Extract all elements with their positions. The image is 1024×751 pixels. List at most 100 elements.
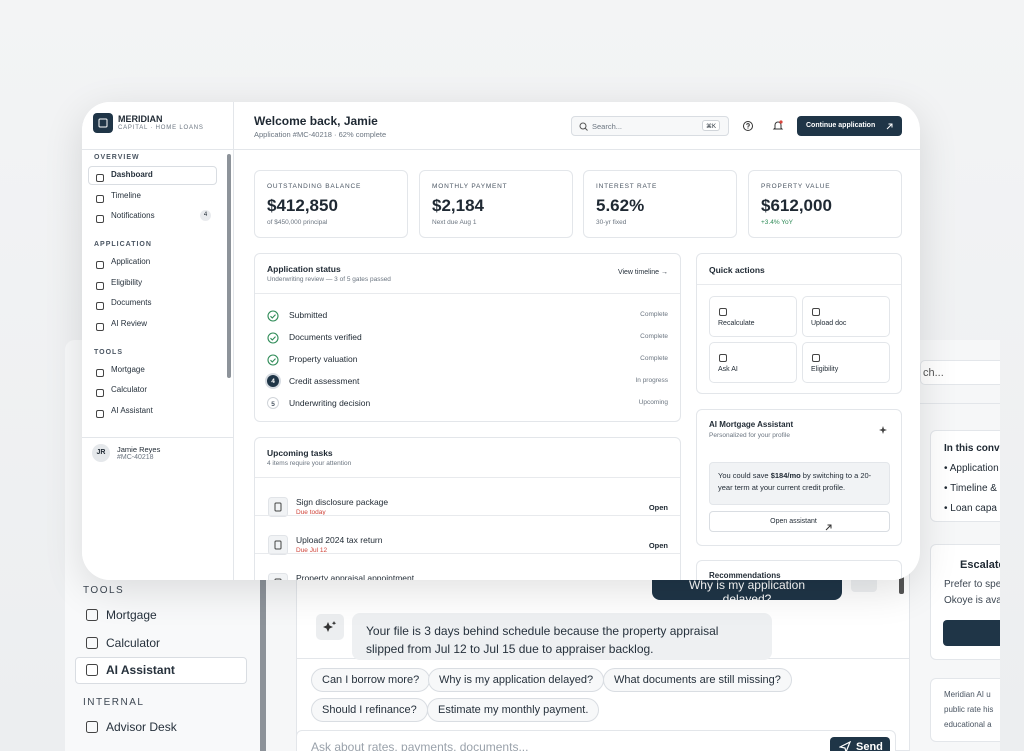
task-due: Due Jul 12 <box>296 547 328 554</box>
nav-item[interactable]: Mortgage <box>111 364 145 374</box>
scrollbar <box>899 576 904 594</box>
task-icon <box>268 535 288 555</box>
action-label: Ask AI <box>718 366 738 373</box>
status-panel: Application status Underwriting review — … <box>254 253 681 422</box>
action-icon <box>811 350 821 362</box>
action-icon-svg <box>812 354 820 362</box>
section-title: TOOLS <box>94 348 123 356</box>
nav-icon <box>95 257 105 269</box>
disclaimer-line: public rate his <box>944 705 994 714</box>
chat-input[interactable]: Ask about rates, payments, documents... <box>296 730 896 751</box>
action-tile[interactable]: Upload doc <box>802 296 890 337</box>
step-number: 5 <box>267 397 279 409</box>
context-item: • Timeline & <box>944 483 997 494</box>
context-item: • Application <box>944 463 999 474</box>
nav-icon <box>95 298 105 310</box>
step-label: Credit assessment <box>289 376 360 386</box>
stat-label: INTEREST RATE <box>596 183 658 190</box>
panel-title: Application status <box>267 264 341 274</box>
arrow-icon-svg <box>825 524 832 531</box>
nav-item[interactable]: Advisor Desk <box>106 719 177 734</box>
task-due: Due today <box>296 509 326 516</box>
nav-item[interactable]: AI Assistant <box>111 405 153 415</box>
sparkle-icon <box>879 424 891 436</box>
message-highlight: $184/mo <box>770 471 801 480</box>
check-icon <box>267 309 279 322</box>
action-label: Upload doc <box>811 320 847 327</box>
nav-item[interactable]: Notifications <box>111 211 155 220</box>
nav-item[interactable]: Application <box>111 257 151 266</box>
action-label: Recalculate <box>718 320 755 327</box>
page-title: Welcome back, Jamie <box>254 114 378 128</box>
nav-icon <box>95 278 105 290</box>
action-tile[interactable]: Ask AI <box>709 342 797 383</box>
suggestion-chip[interactable]: What documents are still missing? <box>603 668 792 692</box>
stat-note: +3.4% YoY <box>761 219 793 226</box>
stat-label: MONTHLY PAYMENT <box>432 183 508 190</box>
nav-item[interactable]: Dashboard <box>111 170 153 179</box>
action-icon <box>718 350 728 362</box>
nav-active <box>75 657 247 684</box>
suggestion-chip[interactable]: Should I refinance? <box>311 698 428 722</box>
stat-card: OUTSTANDING BALANCE $412,850 of $450,000 p… <box>254 170 408 238</box>
cta-button[interactable]: Continue application <box>797 116 902 136</box>
scrollbar <box>227 154 231 378</box>
recommendations-card: Recommendations <box>696 560 902 580</box>
nav-item[interactable]: AI Assistant <box>106 663 175 677</box>
divider <box>920 403 1000 404</box>
brand-logo <box>93 113 113 133</box>
message-before: You could save <box>718 471 771 480</box>
ai-avatar <box>316 614 344 640</box>
nav-item[interactable]: Documents <box>111 298 152 307</box>
escalate-button[interactable] <box>943 620 1000 646</box>
divider <box>82 149 234 150</box>
nav-item[interactable]: AI Review <box>111 318 148 328</box>
suggestion-chip[interactable]: Why is my application delayed? <box>428 668 605 692</box>
user-avatar: JR <box>92 444 110 462</box>
nav-icon-svg <box>96 174 104 182</box>
stat-label: OUTSTANDING BALANCE <box>267 183 362 190</box>
action-tile[interactable]: Recalculate <box>709 296 797 337</box>
check-icon <box>267 353 279 366</box>
stat-note: 30-yr fixed <box>596 219 627 226</box>
nav-icon-svg <box>96 261 104 269</box>
brand-name: MERIDIAN <box>118 114 163 124</box>
suggestion-chip[interactable]: Estimate my monthly payment. <box>427 698 600 722</box>
nav-icon-svg <box>96 281 104 290</box>
sparkle-icon-svg <box>879 426 887 434</box>
disclaimer-line: Meridian AI u <box>944 690 991 699</box>
nav-item[interactable]: Calculator <box>111 385 148 394</box>
stat-card: INTEREST RATE 5.62% 30-yr fixed <box>583 170 737 238</box>
task-icon-svg <box>268 497 288 517</box>
assistant-button[interactable]: Open assistant <box>709 511 890 532</box>
shortcut: ⌘K <box>702 120 720 131</box>
bell-icon[interactable] <box>772 119 784 132</box>
help-icon[interactable] <box>742 120 754 132</box>
nav-icon <box>85 636 99 650</box>
step-number: 4 <box>267 375 279 387</box>
user-id: #MC-40218 <box>117 454 154 461</box>
task-action[interactable]: Open <box>648 503 668 512</box>
search-icon <box>579 122 588 131</box>
divider <box>82 437 234 438</box>
nav-item[interactable]: Timeline <box>111 190 141 200</box>
step-state: Complete <box>640 333 668 340</box>
nav-icon-svg <box>96 302 104 310</box>
badge: 4 <box>200 210 211 221</box>
nav-item[interactable]: Eligibility <box>111 277 143 287</box>
action-icon-svg <box>719 354 727 362</box>
task-title: Upload 2024 tax return <box>296 535 383 545</box>
search-box[interactable]: Search... <box>571 116 729 136</box>
task-action[interactable]: Open <box>648 541 668 550</box>
context-card: In this conve • Application • Timeline & •… <box>930 430 1000 522</box>
view-link[interactable]: View timeline → <box>617 269 668 276</box>
stat-value: $2,184 <box>432 196 484 215</box>
nav-icon-svg <box>86 664 98 676</box>
suggestion-chip[interactable]: Can I borrow more? <box>311 668 431 692</box>
action-tile[interactable]: Eligibility <box>802 342 890 383</box>
nav-item[interactable]: Calculator <box>106 635 161 650</box>
nav-item[interactable]: Mortgage <box>106 608 157 622</box>
quick-actions: Quick actions Recalculate Upload doc Ask AI… <box>696 253 902 394</box>
search-box[interactable]: ch... <box>920 360 1000 385</box>
